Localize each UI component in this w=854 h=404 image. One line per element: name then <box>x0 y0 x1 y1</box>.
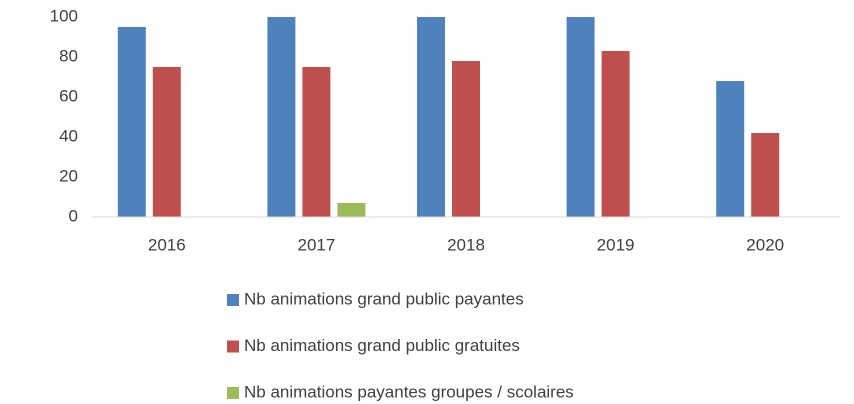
bar <box>751 133 780 217</box>
x-tick-label: 2019 <box>597 235 635 254</box>
bar <box>302 67 331 217</box>
y-tick-label: 40 <box>59 126 78 145</box>
legend-swatch <box>227 294 239 306</box>
bar <box>452 61 480 217</box>
y-tick-label: 100 <box>50 6 78 25</box>
bar <box>337 203 366 217</box>
y-tick-label: 60 <box>59 86 78 105</box>
bar <box>417 17 445 217</box>
bar <box>152 67 181 217</box>
legend-swatch <box>227 387 239 399</box>
legend-swatch <box>227 340 239 353</box>
y-tick-label: 0 <box>69 206 78 225</box>
legend-label: Nb animations payantes groupes / scolair… <box>244 382 574 401</box>
bar <box>716 81 745 217</box>
y-tick-label: 20 <box>59 166 78 185</box>
x-tick-label: 2020 <box>746 235 784 254</box>
bar <box>601 51 630 217</box>
bar <box>267 17 296 217</box>
x-tick-label: 2016 <box>148 235 186 254</box>
x-tick-label: 2018 <box>447 235 485 254</box>
y-tick-label: 80 <box>59 46 78 65</box>
x-tick-label: 2017 <box>297 235 335 254</box>
bar <box>117 27 146 217</box>
bar <box>566 17 595 217</box>
legend-label: Nb animations grand public payantes <box>244 289 524 308</box>
legend-label: Nb animations grand public gratuites <box>244 336 520 355</box>
